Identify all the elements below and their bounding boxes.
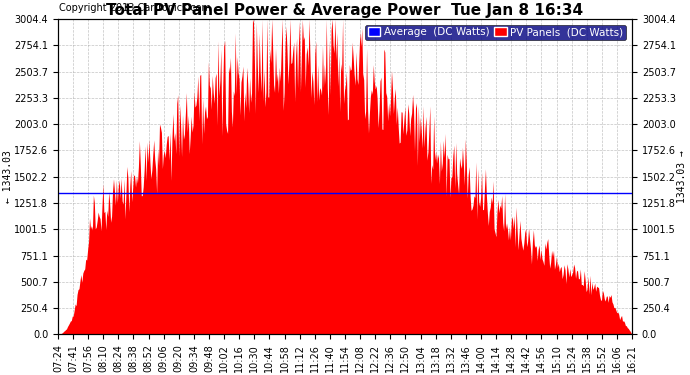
Legend: Average  (DC Watts), PV Panels  (DC Watts): Average (DC Watts), PV Panels (DC Watts) xyxy=(365,25,626,40)
Text: Copyright 2013 Cartronics.com: Copyright 2013 Cartronics.com xyxy=(59,3,211,13)
Title: Total PV Panel Power & Average Power  Tue Jan 8 16:34: Total PV Panel Power & Average Power Tue… xyxy=(106,3,584,18)
Y-axis label: ← 1343.03: ← 1343.03 xyxy=(3,150,13,203)
Y-axis label: 1343.03 →: 1343.03 → xyxy=(677,150,687,203)
